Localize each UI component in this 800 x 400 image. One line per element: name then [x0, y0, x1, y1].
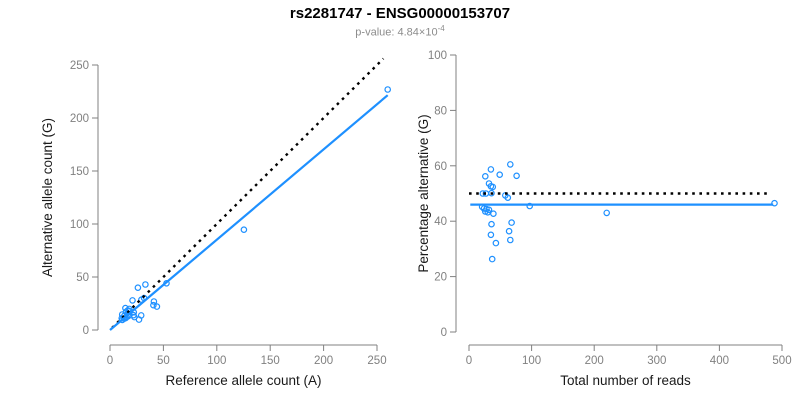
data-point — [487, 231, 495, 239]
x-axis-title: Total number of reads — [560, 373, 691, 388]
y-tick-label: 100 — [428, 50, 447, 62]
data-point — [771, 199, 778, 207]
y-tick-label: 50 — [76, 272, 89, 284]
y-tick-label: 0 — [441, 327, 447, 339]
data-point — [526, 202, 534, 210]
left-panel: 0 50 100 150 200 250 0 50 100 150 200 250 Reference … — [40, 57, 392, 388]
x-tick-label: 50 — [157, 355, 170, 367]
fit-line — [109, 94, 389, 331]
data-point — [489, 183, 497, 191]
y-tick-label: 0 — [83, 325, 89, 337]
x-tick-label: 100 — [207, 355, 226, 367]
data-point — [150, 298, 158, 305]
y-tick-label: 80 — [434, 105, 447, 117]
x-axis-title: Reference allele count (A) — [165, 373, 321, 388]
identity-line — [111, 57, 385, 329]
x-tick-label: 0 — [466, 355, 472, 367]
pvalue-mantissa: 4.84×10 — [397, 26, 438, 39]
y-tick-label: 200 — [70, 113, 89, 125]
y-axis-title: Alternative allele count (G) — [40, 118, 55, 277]
x-tick-label: 200 — [585, 355, 604, 367]
x-tick-label: 0 — [107, 355, 113, 367]
data-point — [496, 171, 504, 179]
right-panel: 0 20 40 60 80 100 0 100 200 300 400 500 Total number… — [416, 50, 792, 388]
data-point — [142, 281, 149, 288]
data-point — [150, 301, 157, 309]
pvalue-label: p-value: — [355, 26, 398, 39]
x-tick-label: 200 — [314, 355, 333, 367]
data-point — [490, 210, 497, 218]
x-tick-label: 150 — [261, 355, 280, 367]
data-point — [508, 219, 515, 226]
data-point — [488, 220, 495, 228]
data-point — [505, 227, 513, 235]
data-point — [129, 297, 136, 304]
x-tick-label: 400 — [710, 355, 729, 367]
data-point — [134, 284, 142, 292]
plot-subtitle: p-value: 4.84×10-4 — [0, 24, 800, 39]
y-tick-label: 20 — [434, 272, 447, 284]
data-point — [513, 172, 520, 180]
data-point — [506, 161, 514, 168]
data-point — [481, 173, 489, 180]
data-point — [504, 194, 512, 202]
y-tick-label: 60 — [434, 161, 447, 173]
data-point — [488, 255, 496, 263]
y-tick-label: 40 — [434, 216, 447, 228]
data-point — [492, 239, 500, 247]
y-axis-title: Percentage alternative (G) — [416, 114, 431, 272]
data-point — [488, 189, 495, 197]
y-tick-label: 150 — [70, 166, 89, 178]
data-point — [240, 226, 248, 234]
x-tick-label: 500 — [772, 355, 791, 367]
data-point — [135, 316, 143, 323]
data-point — [506, 236, 514, 244]
data-point — [603, 209, 611, 217]
y-tick-label: 100 — [70, 219, 89, 231]
plot-title: rs2281747 - ENSG00000153707 — [289, 5, 511, 22]
x-tick-label: 250 — [367, 355, 386, 367]
x-tick-label: 100 — [522, 355, 541, 367]
x-tick-label: 300 — [647, 355, 666, 367]
data-point — [153, 303, 161, 310]
data-point — [487, 166, 495, 173]
data-point — [384, 86, 392, 93]
y-tick-label: 250 — [70, 60, 89, 72]
pvalue-exponent: -4 — [437, 24, 445, 33]
